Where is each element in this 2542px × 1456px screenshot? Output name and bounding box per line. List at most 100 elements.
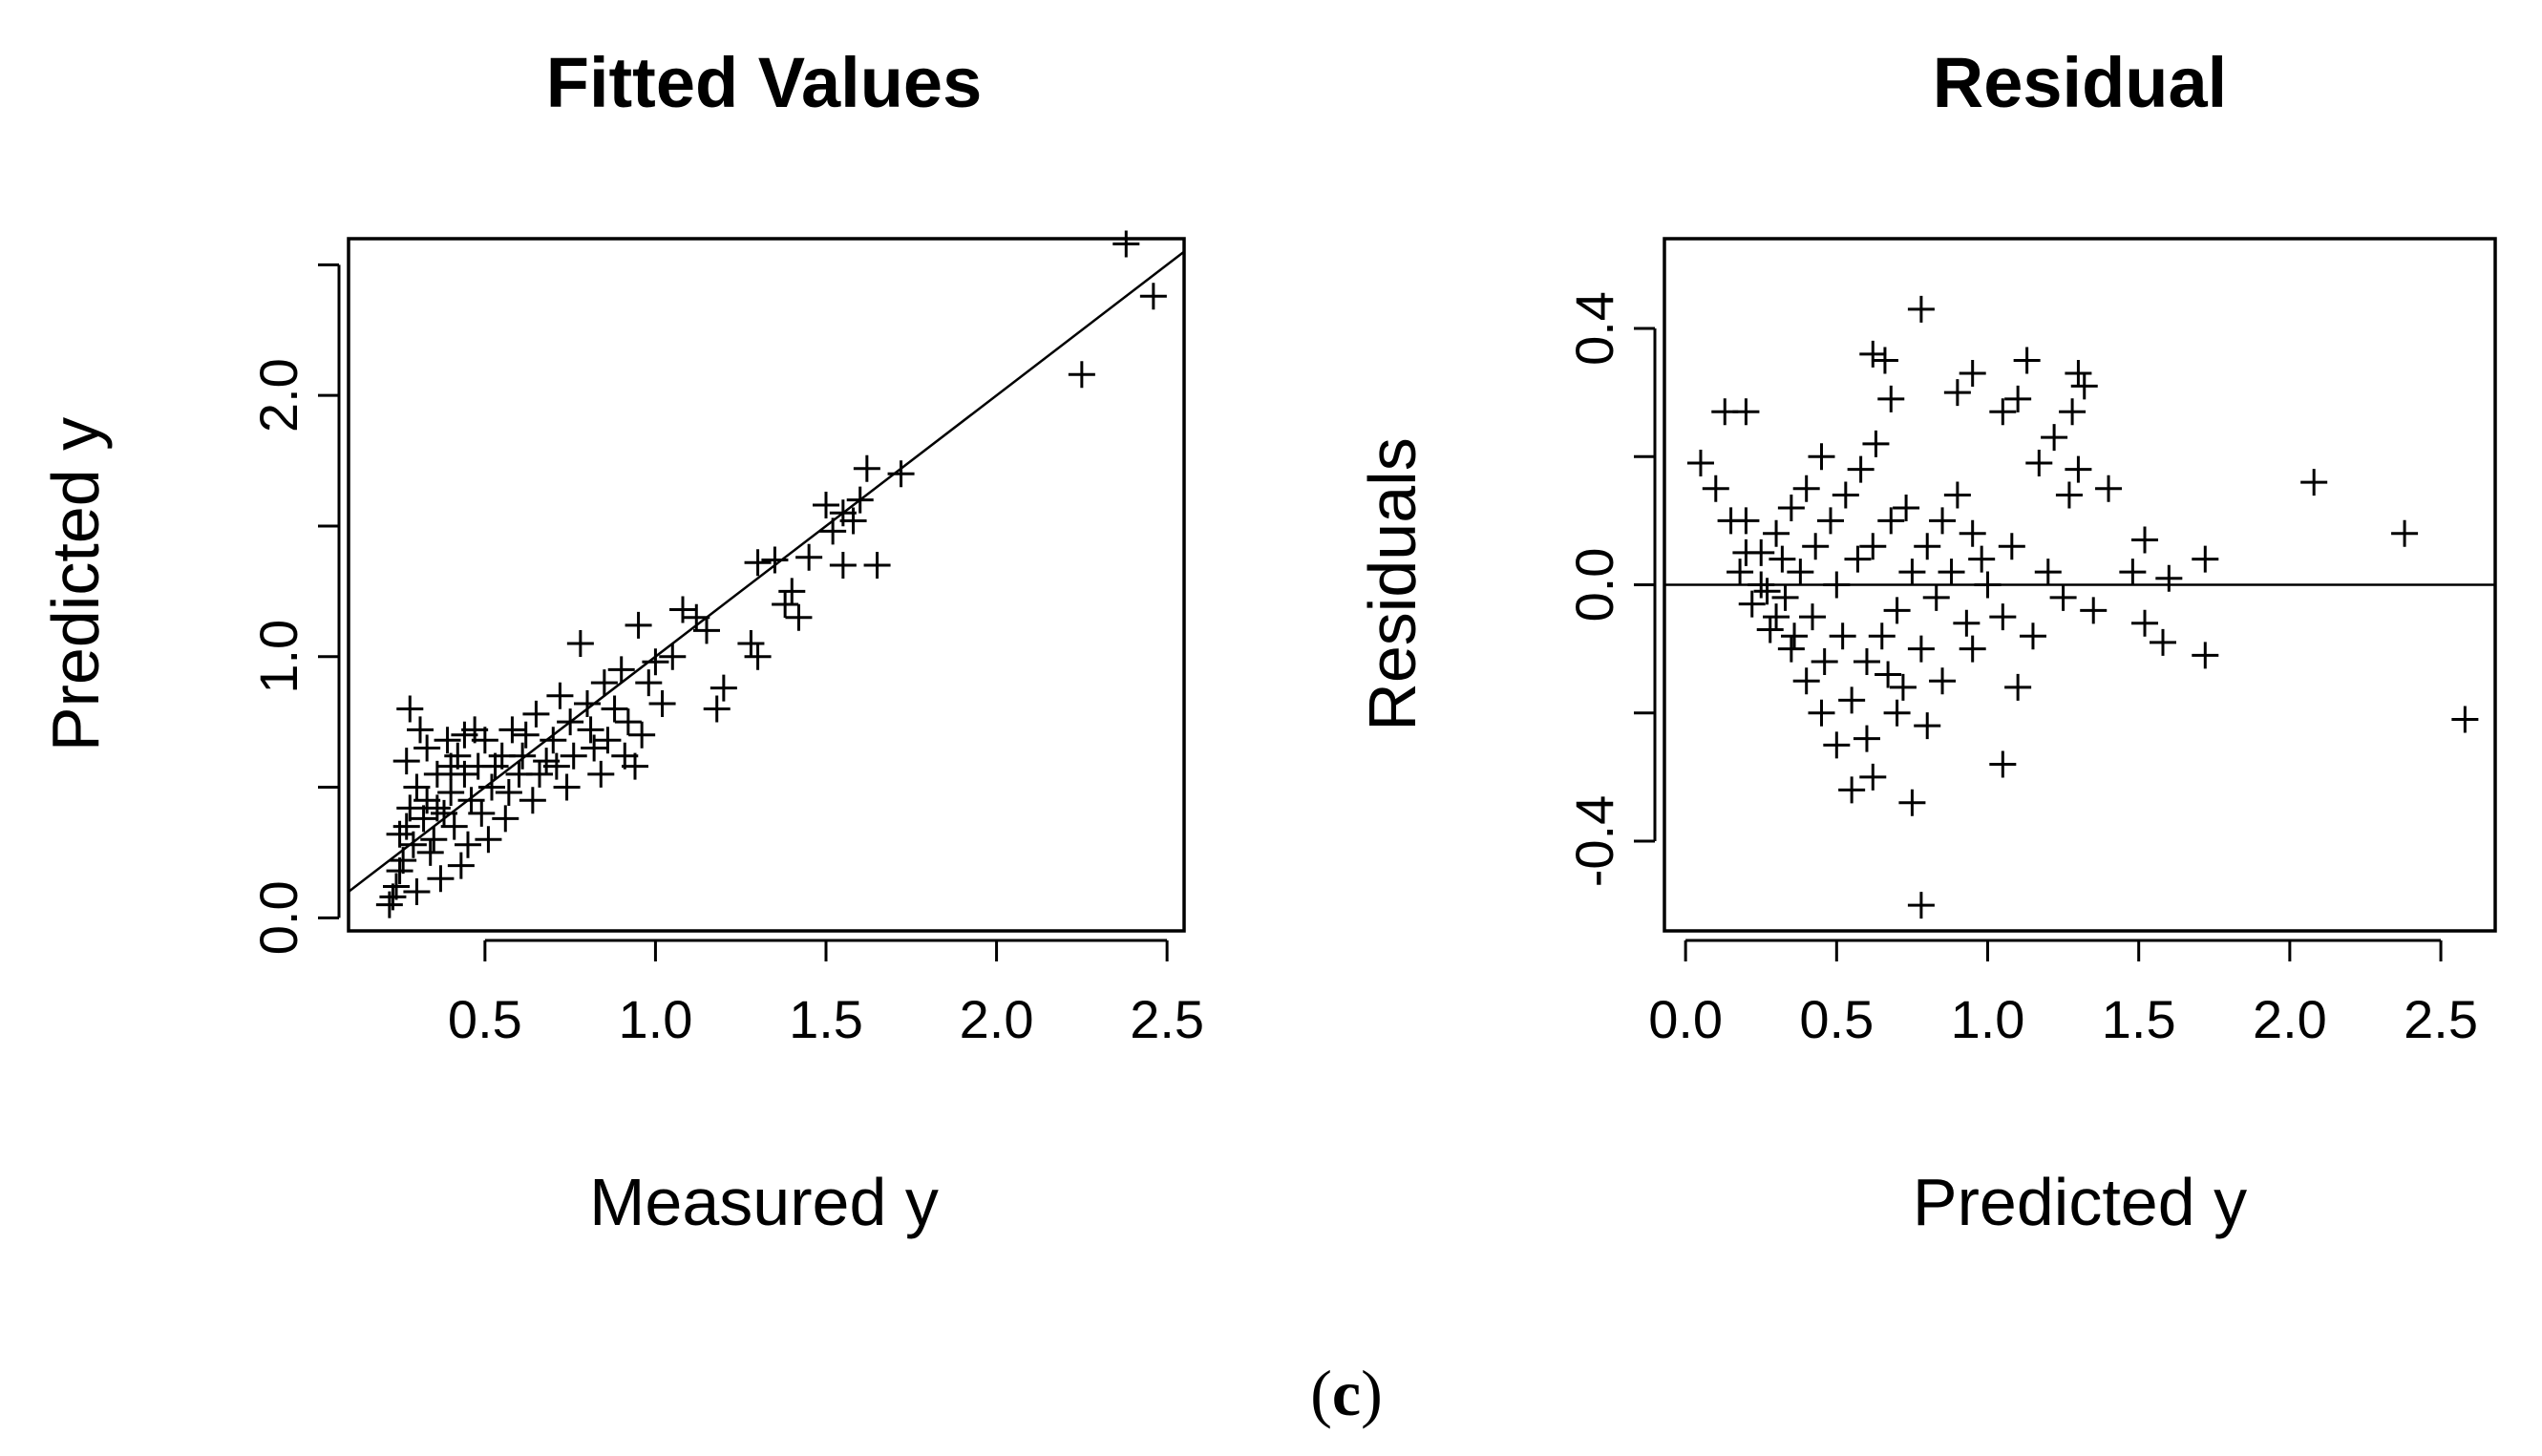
fitted-point <box>444 742 472 770</box>
fitted-point <box>392 812 420 840</box>
residual-point <box>2049 583 2077 611</box>
fitted-point <box>396 794 424 822</box>
residual-x-tick-label: 2.0 <box>2253 989 2327 1049</box>
fitted-point <box>557 708 584 736</box>
residual-point <box>1732 507 1760 535</box>
fitted-point <box>403 773 431 801</box>
fitted-point <box>648 689 676 717</box>
fitted-point <box>710 674 737 702</box>
fitted-y-axis: 0.0 1.0 2.0 <box>248 263 341 955</box>
residual-point <box>1808 443 1835 471</box>
residual-point <box>2451 706 2479 733</box>
residual-point <box>2131 609 2159 637</box>
residual-point <box>1989 750 2017 778</box>
residual-point <box>2025 449 2053 476</box>
residual-point <box>1792 667 1820 695</box>
residual-points-group <box>1686 295 2479 919</box>
fitted-point <box>863 551 891 579</box>
residual-y-tick-label: 0.4 <box>1564 291 1624 366</box>
residual-point <box>1686 449 1714 476</box>
fitted-point <box>410 805 437 833</box>
residual-point <box>1748 538 1775 566</box>
residual-point <box>1893 494 1920 521</box>
residual-point <box>1859 763 1887 791</box>
caption-letter: c <box>1332 1357 1361 1429</box>
fitted-point <box>607 656 635 684</box>
residual-point <box>2150 628 2176 656</box>
fitted-point <box>669 596 696 623</box>
fitted-point <box>440 812 468 840</box>
fitted-point <box>819 517 847 545</box>
residual-point <box>1853 648 1880 676</box>
fitted-point <box>403 877 431 905</box>
residual-point <box>2080 597 2108 624</box>
fitted-point <box>853 454 880 482</box>
fitted-point <box>546 682 574 709</box>
residual-y-axis: -0.4 0.0 0.4 <box>1564 291 1657 888</box>
fitted-point <box>386 820 413 848</box>
residual-point <box>1883 699 1911 727</box>
fitted-point <box>392 748 420 775</box>
fitted-x-tick-label: 1.0 <box>618 989 692 1049</box>
residual-y-tick-label: -0.4 <box>1564 795 1624 888</box>
residual-point <box>1808 699 1835 727</box>
fitted-point <box>659 643 687 670</box>
fitted-x-tick-label: 0.5 <box>448 989 522 1049</box>
residual-point <box>1862 430 1890 457</box>
residual-x-tick-label: 0.0 <box>1648 989 1723 1049</box>
fitted-point <box>420 826 448 854</box>
panel-caption: (c) <box>1310 1357 1383 1429</box>
fitted-point <box>519 787 546 814</box>
fitted-point <box>1139 283 1167 310</box>
fitted-point <box>683 603 710 631</box>
residual-point <box>1953 609 1981 637</box>
residual-point <box>1756 616 1784 644</box>
fitted-point <box>522 700 550 728</box>
residual-point <box>1838 686 1866 714</box>
residual-x-tick-label: 1.5 <box>2102 989 2176 1049</box>
residual-point <box>1922 583 1950 611</box>
fitted-point <box>744 549 772 577</box>
residual-x-tick-label: 0.5 <box>1799 989 1874 1049</box>
residual-point <box>1877 507 1905 535</box>
residual-point <box>1799 603 1827 631</box>
residual-point <box>2065 359 2092 387</box>
fitted-point <box>396 695 424 723</box>
fitted-point <box>451 721 478 749</box>
residual-point <box>1877 385 1905 412</box>
fitted-y-tick-label: 2.0 <box>248 358 308 433</box>
fitted-point <box>625 611 652 639</box>
residual-point <box>1989 603 2017 631</box>
fitted-point <box>540 727 567 754</box>
residual-point <box>2013 347 2041 374</box>
fitted-point <box>1112 230 1140 258</box>
residual-point <box>1959 359 1986 387</box>
residual-point <box>1907 635 1935 663</box>
residual-point <box>1738 590 1766 618</box>
residual-x-axis-label: Predicted y <box>1913 1165 2247 1239</box>
residual-point <box>1968 545 1996 573</box>
fitted-point <box>407 716 434 744</box>
fitted-point <box>481 752 509 780</box>
residual-point <box>1823 731 1851 759</box>
residual-point <box>2095 475 2123 502</box>
residual-point <box>2070 372 2098 400</box>
fitted-point <box>846 486 874 514</box>
fitted-point <box>386 857 413 885</box>
residual-point <box>1802 533 1830 560</box>
fitted-point <box>772 591 799 619</box>
residual-point <box>1777 635 1805 663</box>
residual-point <box>1847 455 1875 483</box>
residual-point <box>1777 494 1805 521</box>
fitted-x-tick-label: 2.5 <box>1130 989 1204 1049</box>
residual-point <box>1898 559 1926 586</box>
residual-point <box>1838 776 1866 804</box>
fitted-point <box>455 831 481 858</box>
residual-point <box>1889 673 1917 701</box>
fitted-point <box>778 578 806 605</box>
residual-point <box>1781 622 1809 650</box>
residual-point <box>1787 559 1814 586</box>
residual-point <box>1914 533 1941 560</box>
residual-point <box>1959 635 1986 663</box>
residual-point <box>2300 469 2328 496</box>
